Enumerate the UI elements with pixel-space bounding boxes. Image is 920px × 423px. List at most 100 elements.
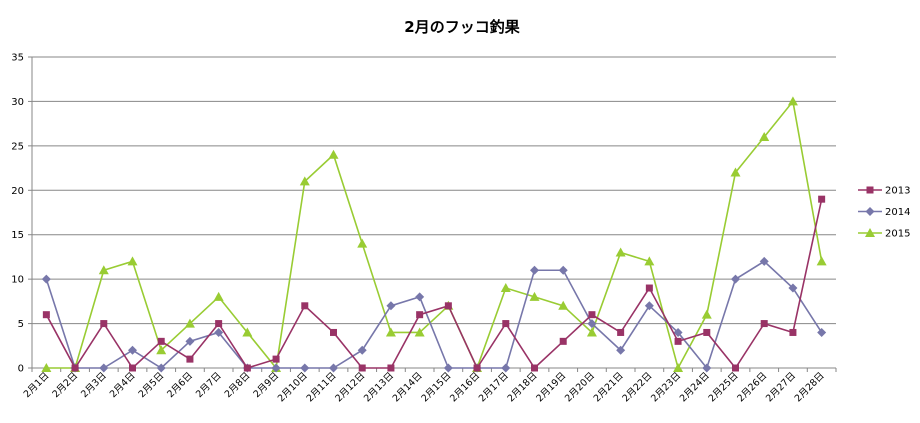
x-tick-label: 2月5日 — [137, 370, 167, 400]
data-point — [674, 337, 682, 345]
x-tick-label: 2月3日 — [79, 370, 109, 400]
data-point — [127, 256, 138, 266]
data-point — [586, 327, 597, 337]
data-point — [243, 364, 251, 372]
data-point — [817, 327, 827, 337]
x-tick-label: 2月11日 — [305, 370, 339, 404]
x-tick-label: 2月10日 — [276, 370, 310, 404]
data-point — [703, 328, 711, 336]
data-point — [587, 319, 597, 329]
y-tick-label: 20 — [11, 186, 24, 197]
x-tick-label: 2月23日 — [649, 370, 683, 404]
data-point — [98, 265, 109, 275]
data-point — [157, 337, 165, 345]
gridlines — [32, 56, 836, 325]
data-point — [787, 96, 798, 106]
data-point — [328, 149, 339, 159]
x-tick-label: 2月14日 — [391, 370, 425, 404]
data-point — [156, 363, 166, 373]
data-point — [242, 327, 253, 337]
data-point — [730, 167, 741, 177]
y-tick-label: 10 — [11, 275, 24, 286]
data-point — [41, 274, 51, 284]
x-tick-label: 2月28日 — [793, 370, 827, 404]
series-lines — [41, 96, 827, 373]
data-point — [502, 320, 510, 328]
x-tick-label: 2月26日 — [735, 370, 769, 404]
series-2014 — [41, 256, 827, 373]
x-tick-label: 2月2日 — [50, 370, 80, 400]
legend-label: 2013 — [885, 186, 910, 197]
data-point — [731, 274, 740, 284]
data-point — [644, 256, 655, 266]
legend-label: 2015 — [885, 229, 910, 240]
data-point — [529, 291, 540, 301]
data-point — [759, 256, 769, 266]
x-tick-label: 2月27日 — [764, 370, 798, 404]
data-point — [617, 328, 625, 336]
y-tick-label: 0 — [18, 364, 24, 375]
data-point — [530, 265, 539, 275]
data-point — [386, 301, 396, 311]
x-tick-label: 2月24日 — [678, 370, 712, 404]
chart-title: 2月のフッコ釣果 — [404, 18, 520, 36]
data-point — [759, 131, 770, 141]
y-tick-label: 35 — [11, 53, 24, 64]
data-point — [128, 345, 137, 355]
data-point — [865, 207, 875, 216]
data-point — [732, 364, 739, 372]
x-tick-label: 2月15日 — [419, 370, 453, 404]
data-point — [329, 363, 338, 373]
x-tick-label: 2月21日 — [592, 370, 626, 404]
data-point — [673, 327, 683, 337]
x-tick-label: 2月17日 — [477, 370, 511, 404]
data-point — [616, 345, 626, 355]
data-point — [673, 363, 684, 372]
x-tick-label: 2月6日 — [165, 370, 195, 400]
data-point — [588, 311, 596, 319]
legend-label: 2014 — [885, 207, 910, 218]
data-point — [416, 311, 424, 319]
data-point — [760, 320, 768, 328]
y-tick-label: 25 — [11, 141, 24, 152]
data-point — [531, 364, 538, 372]
x-tick-label: 2月16日 — [448, 370, 482, 404]
data-point — [788, 283, 798, 293]
legend-entry-2013: 2013 — [858, 186, 910, 197]
y-axis-ticks: 0 5 10 15 20 25 30 35 — [11, 53, 32, 375]
data-point — [559, 337, 567, 345]
x-tick-label: 2月1日 — [22, 370, 52, 400]
y-tick-label: 5 — [18, 319, 24, 330]
data-point — [444, 302, 452, 310]
data-point — [357, 238, 368, 248]
data-point — [645, 284, 653, 292]
data-point — [385, 327, 396, 337]
data-point — [816, 256, 827, 266]
data-point — [701, 309, 712, 319]
data-point — [100, 320, 108, 328]
x-axis-ticks: 2月1日2月2日2月3日2月4日2月5日2月6日2月7日2月8日2月9日2月10… — [22, 368, 837, 404]
data-point — [186, 355, 194, 363]
data-point — [443, 363, 453, 373]
data-point — [300, 363, 310, 373]
x-tick-label: 2月8日 — [223, 370, 253, 400]
data-point — [501, 363, 511, 373]
data-point — [99, 363, 109, 373]
data-point — [42, 311, 50, 319]
data-point — [865, 228, 875, 237]
series-line — [45, 199, 823, 370]
legend-entry-2015: 2015 — [858, 228, 910, 240]
data-point — [644, 301, 654, 311]
data-point — [301, 302, 309, 310]
y-tick-label: 15 — [11, 230, 24, 241]
data-point — [473, 364, 481, 372]
x-tick-label: 2月20日 — [563, 370, 597, 404]
data-point — [214, 327, 224, 337]
series-line — [45, 260, 823, 370]
x-tick-label: 2月13日 — [362, 370, 396, 404]
data-point — [215, 320, 223, 328]
data-point — [41, 363, 52, 372]
data-point — [156, 345, 167, 355]
x-tick-label: 2月12日 — [333, 370, 367, 404]
